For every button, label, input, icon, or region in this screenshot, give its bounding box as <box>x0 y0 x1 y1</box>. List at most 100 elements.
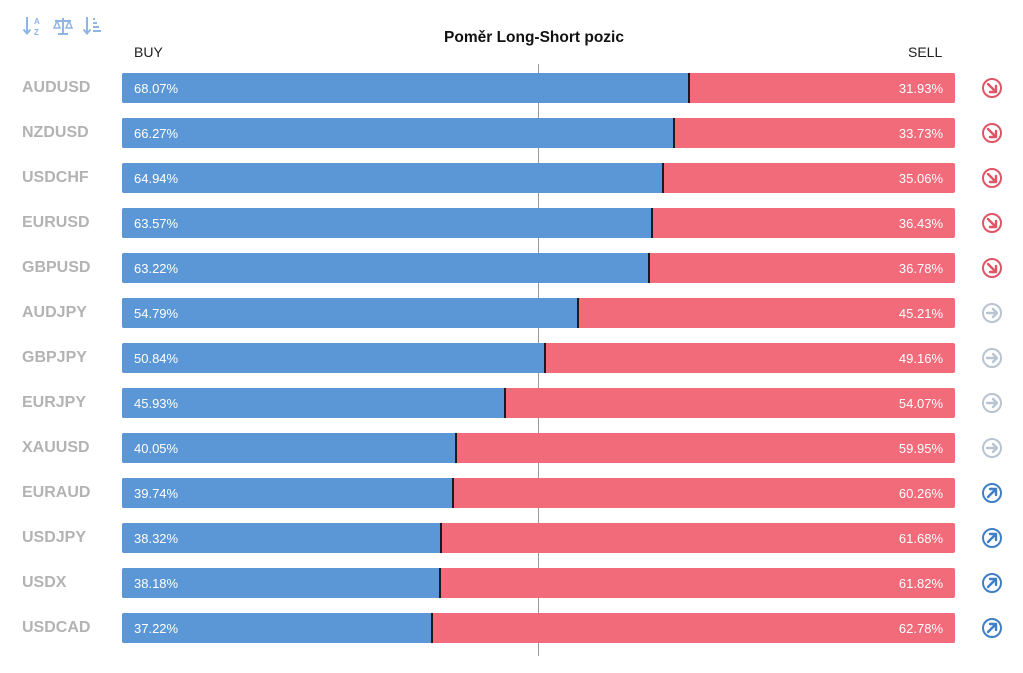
chart-row[interactable]: GBPUSD 63.22% 36.78% <box>0 252 1023 284</box>
buy-bar <box>122 388 505 418</box>
buy-bar <box>122 208 652 238</box>
trend-down-icon[interactable] <box>981 257 1003 279</box>
trend-up-icon[interactable] <box>981 482 1003 504</box>
buy-bar <box>122 298 579 328</box>
ratio-marker <box>503 388 506 418</box>
buy-value: 37.22% <box>134 621 179 636</box>
buy-value: 45.93% <box>134 396 179 411</box>
sell-value: 35.06% <box>898 171 943 186</box>
sell-value: 36.78% <box>898 261 943 276</box>
pair-label: GBPJPY <box>22 349 87 366</box>
balance-scale-icon[interactable] <box>52 14 74 38</box>
sell-value: 61.68% <box>898 531 943 546</box>
trend-down-icon[interactable] <box>981 212 1003 234</box>
sell-bar: 38.32% 61.68% <box>122 523 955 553</box>
sell-value: 45.21% <box>898 306 943 321</box>
buy-value: 63.57% <box>134 216 179 231</box>
sell-value: 49.16% <box>898 351 943 366</box>
sell-bar: 54.79% 45.21% <box>122 298 955 328</box>
chart-row[interactable]: USDCHF 64.94% 35.06% <box>0 162 1023 194</box>
trend-up-icon[interactable] <box>981 572 1003 594</box>
chart-row[interactable]: AUDJPY 54.79% 45.21% <box>0 297 1023 329</box>
buy-bar <box>122 163 663 193</box>
ratio-marker <box>673 118 676 148</box>
sell-value: 59.95% <box>898 441 943 456</box>
sell-bar: 63.57% 36.43% <box>122 208 955 238</box>
trend-down-icon[interactable] <box>981 122 1003 144</box>
trend-neutral-icon[interactable] <box>981 392 1003 414</box>
ratio-marker <box>544 343 547 373</box>
buy-bar <box>122 433 456 463</box>
buy-value: 38.32% <box>134 531 179 546</box>
chart-row[interactable]: GBPJPY 50.84% 49.16% <box>0 342 1023 374</box>
pair-label: XAUUSD <box>22 439 90 456</box>
buy-bar <box>122 523 442 553</box>
pair-label: USDCAD <box>22 619 91 636</box>
trend-neutral-icon[interactable] <box>981 347 1003 369</box>
buy-value: 40.05% <box>134 441 179 456</box>
pair-label: EURUSD <box>22 214 90 231</box>
trend-down-icon[interactable] <box>981 167 1003 189</box>
chart-row[interactable]: XAUUSD 40.05% 59.95% <box>0 432 1023 464</box>
chart-row[interactable]: AUDUSD 68.07% 31.93% <box>0 72 1023 104</box>
ratio-marker <box>454 433 457 463</box>
buy-value: 63.22% <box>134 261 179 276</box>
buy-bar <box>122 118 675 148</box>
ratio-marker <box>661 163 664 193</box>
chart-row[interactable]: EURAUD 39.74% 60.26% <box>0 477 1023 509</box>
sort-descending-icon[interactable] <box>82 14 104 38</box>
sell-bar: 63.22% 36.78% <box>122 253 955 283</box>
sell-value: 60.26% <box>898 486 943 501</box>
sell-value: 36.43% <box>898 216 943 231</box>
buy-label: BUY <box>134 44 163 60</box>
sell-value: 31.93% <box>898 81 943 96</box>
ratio-marker <box>577 298 580 328</box>
sell-value: 54.07% <box>898 396 943 411</box>
pair-label: USDX <box>22 574 67 591</box>
buy-bar <box>122 73 690 103</box>
trend-neutral-icon[interactable] <box>981 437 1003 459</box>
trend-down-icon[interactable] <box>981 77 1003 99</box>
pair-label: AUDUSD <box>22 79 91 96</box>
chart-row[interactable]: NZDUSD 66.27% 33.73% <box>0 117 1023 149</box>
buy-value: 50.84% <box>134 351 179 366</box>
sell-bar: 50.84% 49.16% <box>122 343 955 373</box>
ratio-marker <box>431 613 434 643</box>
trend-neutral-icon[interactable] <box>981 302 1003 324</box>
buy-value: 54.79% <box>134 306 179 321</box>
sell-bar: 68.07% 31.93% <box>122 73 955 103</box>
chart-row[interactable]: EURJPY 45.93% 54.07% <box>0 387 1023 419</box>
svg-text:A: A <box>34 17 40 26</box>
chart-row[interactable]: EURUSD 63.57% 36.43% <box>0 207 1023 239</box>
ratio-marker <box>688 73 691 103</box>
trend-up-icon[interactable] <box>981 527 1003 549</box>
pair-label: EURJPY <box>22 394 87 411</box>
sort-alphabetical-icon[interactable]: A Z <box>22 14 44 38</box>
ratio-marker <box>440 523 443 553</box>
sell-value: 61.82% <box>898 576 943 591</box>
sell-label: SELL <box>908 44 943 60</box>
svg-text:Z: Z <box>34 28 39 37</box>
buy-bar <box>122 343 546 373</box>
chart-row[interactable]: USDCAD 37.22% 62.78% <box>0 612 1023 644</box>
pair-label: USDJPY <box>22 529 87 546</box>
buy-bar <box>122 478 454 508</box>
sell-value: 33.73% <box>898 126 943 141</box>
chart-row[interactable]: USDX 38.18% 61.82% <box>0 567 1023 599</box>
pair-label: GBPUSD <box>22 259 91 276</box>
buy-value: 39.74% <box>134 486 179 501</box>
ratio-marker <box>452 478 455 508</box>
buy-value: 66.27% <box>134 126 179 141</box>
buy-bar <box>122 253 649 283</box>
chart-row[interactable]: USDJPY 38.32% 61.68% <box>0 522 1023 554</box>
sell-bar: 37.22% 62.78% <box>122 613 955 643</box>
sell-bar: 66.27% 33.73% <box>122 118 955 148</box>
pair-label: USDCHF <box>22 169 89 186</box>
pair-label: EURAUD <box>22 484 91 501</box>
ratio-marker <box>647 253 650 283</box>
buy-value: 38.18% <box>134 576 179 591</box>
pair-label: NZDUSD <box>22 124 89 141</box>
trend-up-icon[interactable] <box>981 617 1003 639</box>
sell-bar: 64.94% 35.06% <box>122 163 955 193</box>
buy-bar <box>122 568 441 598</box>
